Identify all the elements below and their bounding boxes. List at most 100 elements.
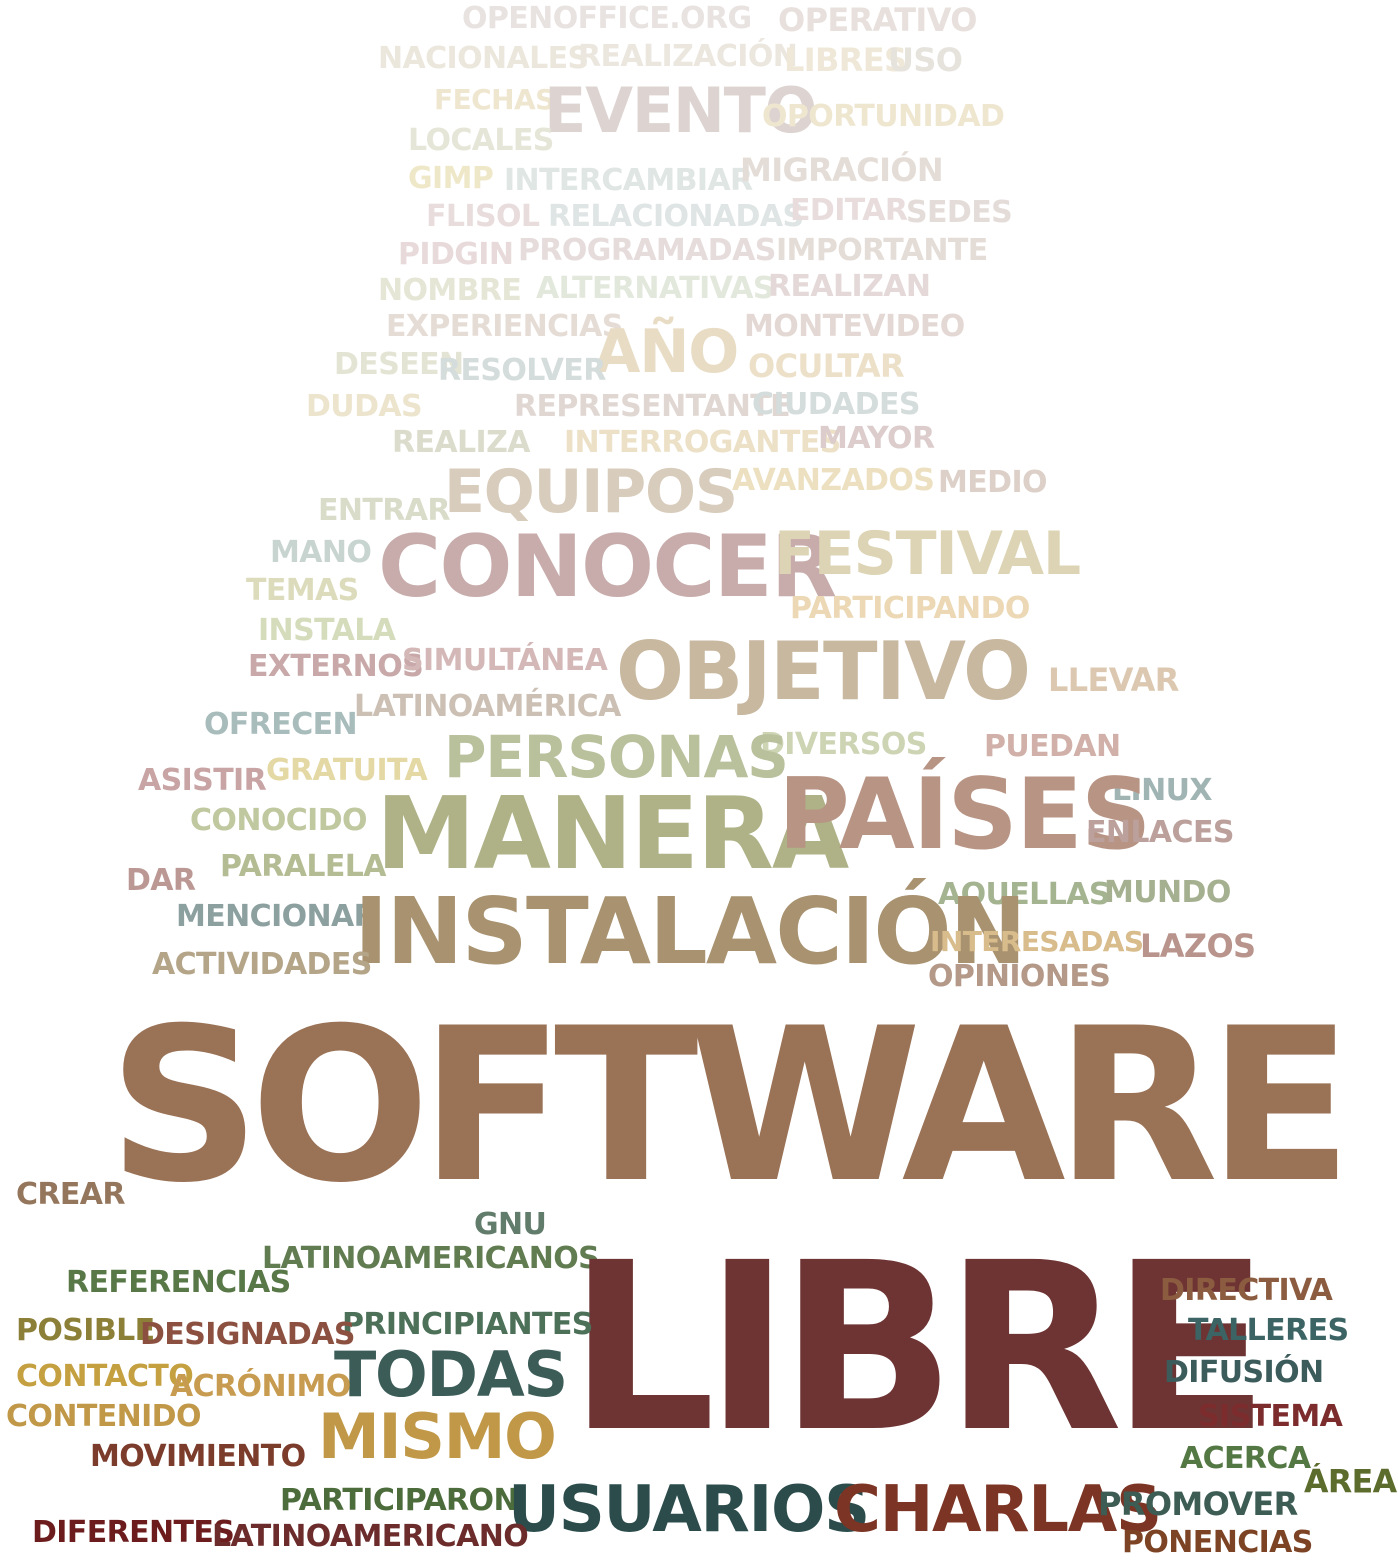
word-mencionar: MENCIONAR (176, 899, 377, 934)
word-entrar: ENTRAR (318, 493, 450, 528)
word-gnu: GNU (474, 1207, 547, 1242)
word-locales: LOCALES (408, 123, 554, 158)
word-resolver: RESOLVER (438, 353, 606, 388)
word-interrogantes: INTERROGANTES (564, 425, 841, 460)
word-contacto: CONTACTO (16, 1359, 194, 1394)
word-ciudades: CIUDADES (752, 387, 920, 422)
word-mayor: MAYOR (818, 421, 935, 456)
word-difusion: DIFUSIÓN (1164, 1355, 1324, 1390)
word-relacionadas: RELACIONADAS (548, 199, 804, 234)
word-opiniones: OPINIONES (928, 959, 1111, 994)
word-puedan: PUEDAN (984, 729, 1121, 764)
word-externos: EXTERNOS (248, 649, 424, 684)
word-objetivo: OBJETIVO (616, 625, 1031, 718)
word-ocultar: OCULTAR (748, 347, 905, 385)
word-mano: MANO (270, 535, 372, 570)
word-interesadas: INTERESADAS (930, 925, 1144, 958)
word-latinoamerica: LATINOAMÉRICA (354, 689, 621, 724)
word-usuarios: USUARIOS (508, 1473, 870, 1547)
word-enlaces: ENLACES (1086, 815, 1234, 850)
word-dar: DAR (126, 863, 196, 898)
word-programadas: PROGRAMADAS (518, 233, 776, 268)
word-latinoamericano: LATINOAMERICANO (212, 1519, 529, 1554)
word-representante: REPRESENTANTE (514, 389, 791, 424)
word-diferentes: DIFERENTES (32, 1515, 235, 1550)
word-directiva: DIRECTIVA (1160, 1273, 1333, 1308)
word-avanzados: AVANZADOS (732, 463, 935, 498)
word-medio: MEDIO (938, 465, 1048, 500)
word-montevideo: MONTEVIDEO (744, 309, 965, 344)
word-movimiento: MOVIMIENTO (90, 1439, 306, 1474)
word-conocido: CONOCIDO (190, 803, 368, 838)
word-designadas: DESIGNADAS (140, 1317, 355, 1352)
word-sedes: SEDES (906, 195, 1013, 230)
word-festival: FESTIVAL (774, 519, 1081, 589)
word-fechas: FECHAS (434, 83, 555, 116)
word-todas: TODAS (334, 1338, 568, 1411)
word-referencias: REFERENCIAS (66, 1265, 291, 1300)
word-acronimo: ACRÓNIMO (170, 1369, 351, 1404)
word-aquellas: AQUELLAS (938, 877, 1110, 912)
word-libres: LIBRES (784, 41, 907, 79)
word-temas: TEMAS (246, 573, 359, 608)
word-nacionales: NACIONALES (378, 41, 589, 76)
word-promover: PROMOVER (1098, 1485, 1298, 1523)
word-participaron: PARTICIPARON (280, 1483, 519, 1518)
word-sistema: SISTEMA (1198, 1399, 1343, 1434)
word-conocer: CONOCER (378, 517, 837, 617)
word-operativo: OPERATIVO (778, 1, 977, 39)
word-importante: IMPORTANTE (776, 233, 988, 268)
word-llevar: LLEVAR (1048, 661, 1179, 699)
word-migracion: MIGRACIÓN (740, 151, 944, 189)
word-lazos: LAZOS (1140, 927, 1256, 965)
word-realiza: REALIZA (392, 425, 530, 460)
word-mismo: MISMO (318, 1400, 557, 1473)
word-contenido: CONTENIDO (6, 1399, 201, 1434)
word-talleres: TALLERES (1188, 1313, 1349, 1348)
word-instalacion: INSTALACIÓN (354, 878, 1027, 985)
word-personas: PERSONAS (444, 723, 789, 791)
word-diversos: DIVERSOS (760, 727, 927, 762)
word-participando: PARTICIPANDO (790, 591, 1030, 626)
word-libre: LIBRE (568, 1213, 1270, 1483)
word-gimp: GIMP (408, 161, 494, 196)
word-experiencias: EXPERIENCIAS (386, 309, 623, 344)
word-latinoamericanos: LATINOAMERICANOS (262, 1241, 600, 1276)
word-acerca: ACERCA (1180, 1441, 1311, 1476)
word-area: ÁREA (1304, 1463, 1397, 1501)
word-posible: POSIBLE (16, 1313, 155, 1348)
word-pidgin: PIDGIN (398, 237, 514, 272)
word-mundo: MUNDO (1104, 875, 1231, 910)
word-editar: EDITAR (790, 193, 908, 228)
word-equipos: EQUIPOS (444, 457, 738, 527)
word-paises: PAÍSES (778, 758, 1151, 872)
word-oportunidad: OPORTUNIDAD (762, 99, 1005, 134)
word-uso: USO (888, 41, 963, 79)
word-realizacion: REALIZACIÓN (578, 39, 798, 74)
word-charlas: CHARLAS (834, 1473, 1162, 1547)
word-openoffice: OPENOFFICE.ORG (462, 1, 752, 36)
word-linux: LINUX (1112, 773, 1212, 808)
word-alternativas: ALTERNATIVAS (536, 271, 774, 306)
word-actividades: ACTIVIDADES (152, 947, 372, 982)
word-ponencias: PONENCIAS (1122, 1525, 1313, 1560)
word-simultanea: SIMULTÁNEA (402, 643, 608, 678)
word-dudas: DUDAS (306, 389, 423, 424)
word-intercambiar: INTERCAMBIAR (504, 163, 753, 198)
word-asistir: ASISTIR (138, 763, 267, 798)
word-paralela: PARALELA (220, 849, 387, 884)
word-nombre: NOMBRE (378, 273, 522, 308)
word-evento: EVENTO (544, 74, 817, 147)
word-ano: AÑO (594, 317, 739, 387)
word-deseen: DESEEN (334, 347, 464, 382)
word-flisol: FLISOL (426, 199, 540, 234)
word-software: SOFTWARE (108, 982, 1353, 1229)
word-realizan: REALIZAN (768, 269, 931, 304)
word-ofrecen: OFRECEN (204, 707, 358, 742)
word-principiantes: PRINCIPIANTES (342, 1307, 593, 1342)
word-manera: MANERA (376, 775, 849, 892)
word-instala: INSTALA (258, 613, 396, 648)
word-gratuita: GRATUITA (266, 753, 428, 788)
word-crear: CREAR (16, 1177, 126, 1212)
